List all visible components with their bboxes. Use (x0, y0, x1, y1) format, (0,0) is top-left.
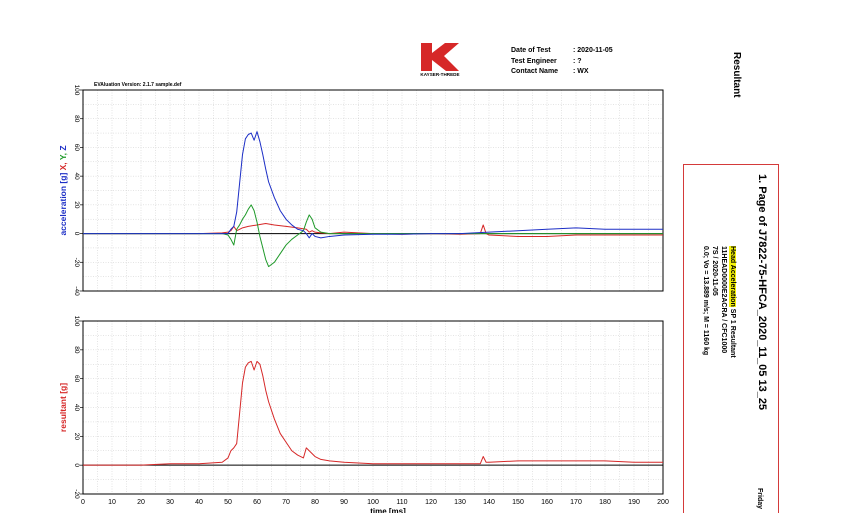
x-tick-label: 50 (224, 499, 232, 506)
x-tick-label: 80 (311, 499, 319, 506)
test-info-row: Date of Test : 2020-11-05 (511, 46, 613, 57)
y-tick-label: 40 (73, 404, 80, 412)
y-tick-label: 80 (73, 115, 80, 123)
y-label-series-Y: Y, (58, 151, 68, 160)
x-tick-label: 30 (166, 499, 174, 506)
y-label-series-Z: Z (58, 145, 68, 150)
x-tick-label: 0 (81, 499, 85, 506)
x-tick-label: 10 (108, 499, 116, 506)
test-info-row: Test Engineer : ? (511, 57, 613, 68)
y-tick-label: 100 (73, 316, 80, 327)
y-tick-label: 20 (73, 201, 80, 209)
x-tick-label: 130 (454, 499, 466, 506)
date-of-test-label: Date of Test (511, 47, 551, 54)
y-axis-label: resultant [g] (58, 383, 68, 432)
logo-text: KAYSER-THREDE (420, 72, 459, 77)
x-tick-label: 90 (340, 499, 348, 506)
y-tick-label: 60 (73, 375, 80, 383)
test-engineer-label: Test Engineer (511, 57, 557, 65)
x-tick-label: 170 (570, 499, 582, 506)
y-tick-label: 20 (73, 433, 80, 441)
contact-name-value: : WX (573, 68, 589, 75)
x-tick-label: 160 (541, 499, 553, 506)
evaluation-version: EVAluation Version: 2.1.7 sample.def (94, 82, 182, 88)
series-line-resultant (83, 360, 663, 466)
channel-info-box (683, 164, 779, 513)
x-tick-label: 120 (425, 499, 437, 506)
test-info-row: Contact Name : WX (511, 67, 613, 78)
series-line-Y (83, 204, 663, 268)
x-tick-label: 140 (483, 499, 495, 506)
y-label-series-X: X, (58, 160, 68, 170)
y-tick-label: -20 (73, 489, 80, 499)
company-logo: KAYSER-THREDE (420, 43, 460, 77)
y-tick-label: 0 (73, 463, 80, 467)
report-header: KAYSER-THREDE Date of Test : 2020-11-05 T… (0, 0, 860, 100)
x-tick-label: 70 (282, 499, 290, 506)
plot-frame (82, 89, 664, 292)
y-tick-label: 80 (73, 346, 80, 354)
x-axis-label: time [ms] (370, 507, 406, 513)
y-tick-label: 0 (73, 232, 80, 236)
x-tick-label: 100 (367, 499, 379, 506)
x-tick-label: 60 (253, 499, 261, 506)
x-tick-label: 150 (512, 499, 524, 506)
y-tick-label: -20 (73, 258, 80, 268)
test-engineer-value: : ? (573, 57, 582, 65)
y-axis-label: acceleration [g] X, Y, Z (58, 145, 68, 235)
x-tick-label: 200 (657, 499, 669, 506)
date-of-test-value: : 2020-11-05 (573, 47, 613, 54)
y-tick-label: 100 (73, 85, 80, 96)
chart-acceleration: -40 -20 0 20 40 60 80 100 acceleration [g] X, Y,… (58, 85, 664, 296)
x-tick-label: 110 (396, 499, 407, 506)
logo-k-mark (421, 43, 459, 71)
x-tick-label: 190 (628, 499, 640, 506)
x-tick-label: 180 (599, 499, 611, 506)
y-label-text: acceleration [g] (58, 170, 68, 235)
y-tick-label: -40 (73, 286, 80, 296)
contact-name-label: Contact Name (511, 68, 559, 75)
series-line-Z (83, 131, 663, 239)
y-tick-label: 40 (73, 173, 80, 181)
test-info-table: Date of Test : 2020-11-05 Test Engineer : … (511, 46, 613, 78)
x-tick-label: 40 (195, 499, 203, 506)
y-tick-label: 60 (73, 144, 80, 152)
x-tick-label: 20 (137, 499, 145, 506)
